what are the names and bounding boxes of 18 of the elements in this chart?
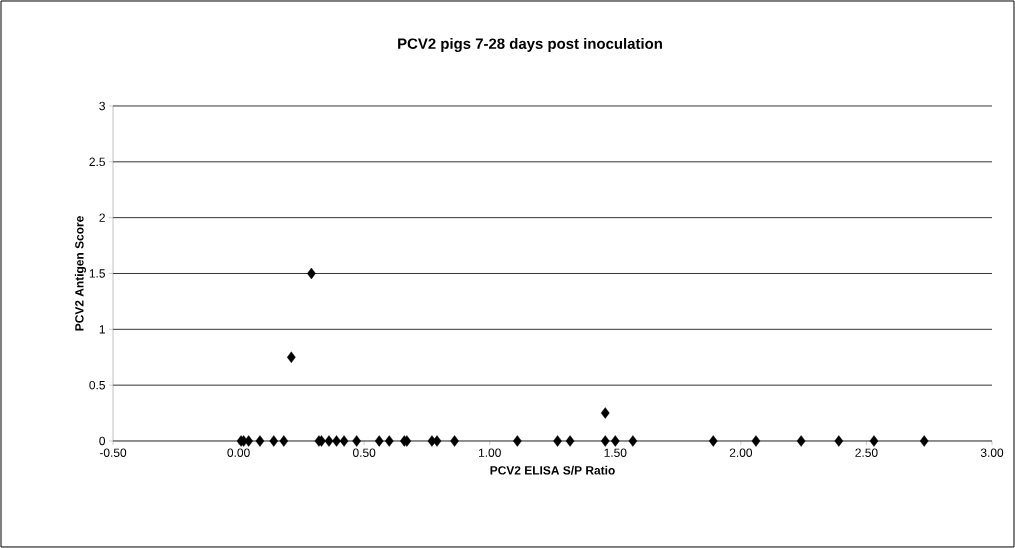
y-tick-label: 0.5 <box>89 380 105 390</box>
x-tick-label: 1.00 <box>479 448 501 457</box>
y-axis-title: PCV2 Antigen Score <box>74 216 87 331</box>
x-tick-label: 0.50 <box>352 448 376 457</box>
y-tick-label: 2.5 <box>89 157 105 167</box>
y-tick-label: 2 <box>99 213 105 222</box>
x-axis-title: PCV2 ELISA S/P Ratio <box>490 465 615 475</box>
y-tick-label: 3 <box>99 101 105 111</box>
x-tick-label: 2.00 <box>729 448 753 457</box>
x-tick-label: 0.00 <box>227 448 250 457</box>
y-tick-label: 1 <box>99 325 105 334</box>
x-tick-label: 2.50 <box>855 448 878 457</box>
x-tick-label: 3.00 <box>980 448 1004 457</box>
x-tick-label: -0.50 <box>99 448 127 457</box>
chart-title: PCV2 pigs 7-28 days post inoculation <box>398 37 662 52</box>
y-tick-label: 1.5 <box>89 269 105 278</box>
y-tick-label: 0 <box>99 436 106 446</box>
x-tick-label: 1.50 <box>604 448 627 457</box>
